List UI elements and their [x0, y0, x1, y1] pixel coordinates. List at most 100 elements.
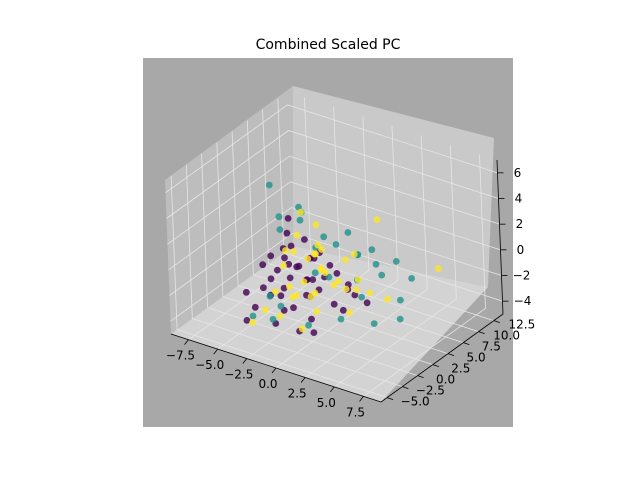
x-tick-mark	[242, 358, 248, 364]
scatter-point	[392, 258, 400, 265]
y-tick-mark	[417, 375, 424, 378]
scatter-point	[261, 306, 269, 314]
scatter-point	[267, 252, 275, 260]
z-grid-line	[167, 155, 500, 245]
y-tick-mark	[493, 320, 500, 323]
y-tick-label: −5.0	[401, 395, 430, 409]
scatter-point	[342, 285, 350, 293]
scatter-point	[308, 315, 315, 323]
scatter-point	[378, 271, 386, 279]
scatter-point	[325, 273, 333, 281]
scatter-point	[280, 284, 288, 292]
scatter-point	[267, 275, 275, 283]
x-tick-label: 7.5	[346, 405, 365, 419]
axes-3d: −7.5−5.0−2.50.02.55.07.5−5.0−2.50.02.55.…	[165, 86, 535, 419]
x-grid-line	[188, 97, 311, 340]
z-tick-label: 6	[514, 166, 522, 180]
scatter-point	[286, 274, 294, 282]
scatter-point	[287, 242, 295, 250]
scatter-point	[326, 262, 334, 269]
z-tick-label: −2	[513, 269, 531, 283]
scatter-point	[260, 284, 267, 292]
x-axis-line	[170, 333, 382, 403]
scatter-point	[277, 292, 285, 300]
x-tick-mark	[330, 386, 335, 393]
scatter-point	[242, 288, 250, 296]
scatter-point	[274, 266, 281, 274]
pane-floor	[171, 246, 488, 402]
y-tick-mark	[447, 353, 455, 356]
scatter-point	[304, 255, 312, 263]
x-grid-line	[363, 154, 486, 397]
scatter-point	[284, 215, 292, 222]
z-grid-line	[169, 207, 502, 296]
scatter-point	[330, 300, 338, 308]
scatter-point	[363, 299, 371, 307]
scatter-point	[298, 325, 306, 333]
z-tick-label: −4	[514, 294, 532, 308]
scatter-point	[342, 256, 349, 263]
scatter-point	[265, 181, 273, 189]
scatter-point	[320, 233, 328, 241]
y-tick-mark	[478, 331, 485, 334]
scatter-point	[384, 295, 391, 303]
scatter-point	[351, 291, 359, 299]
z-tick-label: 0	[517, 243, 525, 257]
z-grid-line	[168, 181, 501, 271]
z-grid-line	[166, 130, 499, 219]
y-grid-line	[185, 164, 403, 387]
scatter-point	[296, 216, 304, 224]
y-tick-label: 7.5	[482, 340, 501, 354]
x-tick-label: 5.0	[317, 396, 336, 410]
z-tick-label: 2	[516, 217, 524, 231]
scatter-point	[281, 254, 288, 262]
scatter-point	[251, 303, 259, 311]
z-tick-label: 4	[515, 192, 523, 206]
scatter-point	[330, 281, 338, 289]
scatter-point	[311, 289, 319, 297]
scatter-point	[318, 246, 325, 253]
scatter-point	[370, 320, 378, 327]
scatter-point	[346, 309, 354, 316]
scatter-point	[337, 315, 345, 323]
x-grid-line	[304, 135, 428, 378]
scatter-points	[242, 181, 442, 336]
scatter-point	[435, 265, 442, 272]
scatter-point	[396, 315, 404, 323]
scatter-point	[344, 229, 352, 236]
y-axis-line	[380, 313, 504, 403]
x-grid-line	[217, 107, 341, 350]
scatter-point	[314, 241, 322, 249]
y-grid-line	[246, 120, 464, 343]
x-tick-label: −5.0	[195, 358, 224, 372]
scatter-point	[285, 260, 293, 268]
scatter-point	[309, 276, 317, 283]
y-grid-line	[216, 142, 433, 365]
scatter-point	[301, 236, 308, 243]
scatter-point	[280, 262, 287, 270]
x-tick-label: −2.5	[224, 368, 253, 382]
scatter-point	[249, 312, 257, 320]
z-grid-line	[170, 232, 503, 322]
scatter-point	[297, 208, 304, 216]
scatter-point	[339, 306, 347, 314]
scatter-point	[277, 302, 285, 310]
scatter-point	[408, 275, 415, 282]
y-tick-label: 10.0	[493, 329, 520, 343]
scatter-point	[275, 213, 283, 221]
scatter-point	[311, 269, 319, 277]
scatter-point	[243, 317, 251, 324]
chart-title: Combined Scaled PC	[256, 37, 401, 53]
scatter-point	[269, 316, 277, 323]
scatter-point	[300, 278, 308, 286]
scatter-point	[295, 203, 302, 211]
scatter-point	[249, 318, 257, 326]
x-grid-line	[275, 125, 399, 369]
y-tick-label: 2.5	[451, 362, 470, 376]
y-tick-mark	[386, 397, 394, 400]
scatter-point	[272, 288, 279, 295]
scatter-point	[311, 250, 318, 258]
y-grid-line	[170, 175, 388, 398]
x-tick-mark	[300, 377, 306, 383]
scatter-point	[310, 329, 318, 336]
